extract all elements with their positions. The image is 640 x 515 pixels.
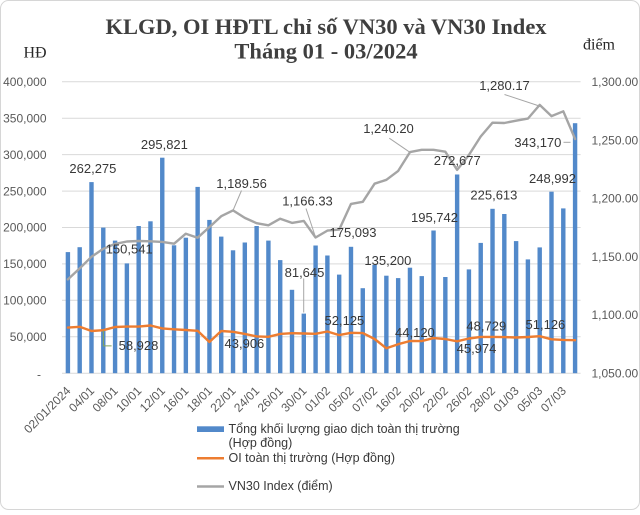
svg-text:150,000: 150,000 bbox=[3, 257, 47, 271]
svg-text:250,000: 250,000 bbox=[3, 184, 47, 198]
svg-text:1,200.00: 1,200.00 bbox=[592, 192, 639, 206]
svg-text:HĐ: HĐ bbox=[24, 45, 47, 62]
svg-text:44,120: 44,120 bbox=[395, 325, 435, 340]
svg-text:81,645: 81,645 bbox=[285, 265, 325, 280]
svg-text:Tháng 01 - 03/2024: Tháng 01 - 03/2024 bbox=[234, 39, 417, 64]
svg-text:50,000: 50,000 bbox=[10, 330, 47, 344]
svg-text:51,126: 51,126 bbox=[526, 317, 566, 332]
svg-text:(Hợp đồng): (Hợp đồng) bbox=[229, 436, 293, 450]
svg-text:58,928: 58,928 bbox=[119, 338, 159, 353]
svg-text:43,906: 43,906 bbox=[225, 336, 265, 351]
svg-text:262,275: 262,275 bbox=[69, 161, 116, 176]
svg-text:1,100.00: 1,100.00 bbox=[592, 308, 639, 322]
svg-text:343,170: 343,170 bbox=[514, 135, 561, 150]
svg-text:175,093: 175,093 bbox=[330, 225, 377, 240]
svg-text:1,250.00: 1,250.00 bbox=[592, 133, 639, 147]
svg-text:VN30 Index (điểm): VN30 Index (điểm) bbox=[229, 479, 333, 493]
svg-text:1,300.00: 1,300.00 bbox=[592, 75, 639, 89]
svg-text:-: - bbox=[37, 368, 41, 382]
svg-text:OI toàn thị trường (Hợp đồng): OI toàn thị trường (Hợp đồng) bbox=[229, 451, 396, 465]
svg-text:1,050.00: 1,050.00 bbox=[592, 366, 639, 380]
svg-text:1,150.00: 1,150.00 bbox=[592, 250, 639, 264]
svg-text:272,677: 272,677 bbox=[434, 153, 481, 168]
svg-text:400,000: 400,000 bbox=[3, 75, 47, 89]
svg-text:Tổng khối lượng giao dịch toàn: Tổng khối lượng giao dịch toàn thị trườn… bbox=[229, 422, 460, 436]
svg-text:1,280.17: 1,280.17 bbox=[479, 78, 530, 93]
svg-text:52,125: 52,125 bbox=[325, 313, 365, 328]
svg-text:48,729: 48,729 bbox=[466, 319, 506, 334]
svg-text:150,541: 150,541 bbox=[106, 242, 153, 257]
svg-text:điểm: điểm bbox=[583, 37, 616, 54]
svg-text:300,000: 300,000 bbox=[3, 148, 47, 162]
svg-text:200,000: 200,000 bbox=[3, 221, 47, 235]
svg-text:KLGD, OI HĐTL chỉ số VN30 và V: KLGD, OI HĐTL chỉ số VN30 và VN30 Index bbox=[105, 14, 547, 39]
svg-text:248,992: 248,992 bbox=[529, 171, 576, 186]
svg-text:1,189.56: 1,189.56 bbox=[216, 176, 267, 191]
svg-text:350,000: 350,000 bbox=[3, 111, 47, 125]
svg-text:1,166.33: 1,166.33 bbox=[282, 194, 333, 209]
svg-text:1,240.20: 1,240.20 bbox=[363, 121, 414, 136]
svg-text:135,200: 135,200 bbox=[364, 253, 411, 268]
svg-text:295,821: 295,821 bbox=[141, 137, 188, 152]
svg-text:100,000: 100,000 bbox=[3, 294, 47, 308]
svg-text:45,974: 45,974 bbox=[457, 341, 497, 356]
svg-text:225,613: 225,613 bbox=[470, 188, 517, 203]
svg-text:195,742: 195,742 bbox=[411, 210, 458, 225]
